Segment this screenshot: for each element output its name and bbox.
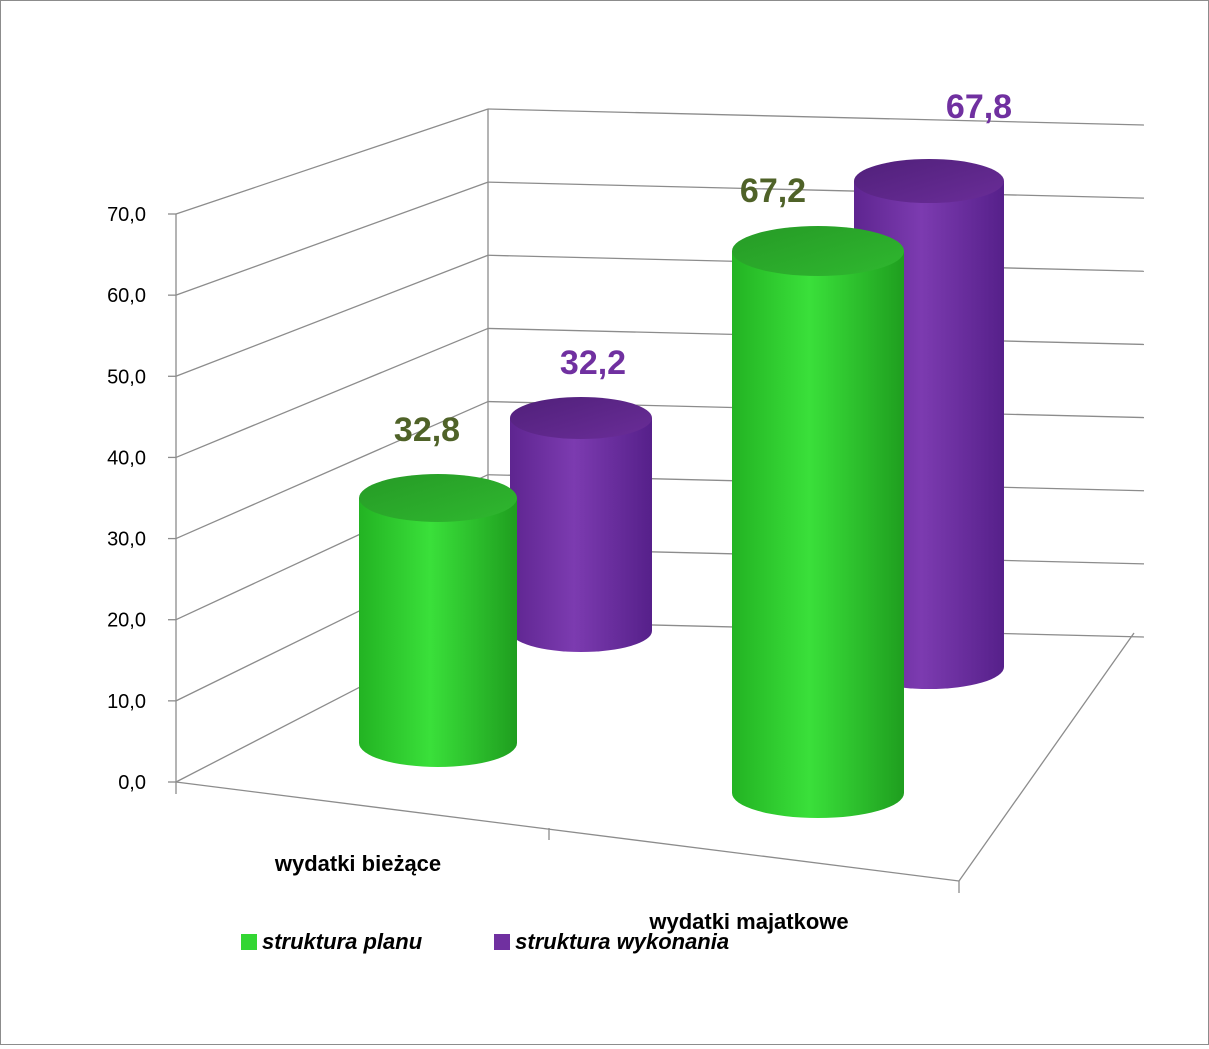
y-tick-label: 20,0	[107, 610, 146, 632]
cylinder-top	[732, 226, 904, 276]
legend-item-struktura-wykonania: struktura wykonania	[494, 929, 729, 955]
cylinder-plan-0	[359, 474, 517, 767]
cylinder-body	[510, 418, 652, 652]
legend-label-struktura-planu: struktura planu	[262, 929, 423, 954]
cylinder-plan-1	[732, 226, 904, 818]
y-tick-label: 60,0	[107, 285, 146, 307]
y-axis-ticks: 0,0 10,0 20,0 30,0 40,0 50,0 60,0 70,0	[107, 204, 146, 794]
category-label: wydatki bieżące	[274, 851, 441, 876]
gridline-back-7	[487, 108, 1145, 126]
cylinder-body	[732, 251, 904, 818]
y-tick-label: 10,0	[107, 691, 146, 713]
data-label: 32,8	[394, 411, 460, 449]
cylinder-wykonanie-0	[510, 397, 652, 652]
y-tick-label: 30,0	[107, 529, 146, 551]
legend-item-struktura-planu: struktura planu	[241, 929, 422, 955]
floor-right-edge	[958, 632, 1135, 882]
legend-swatch-struktura-wykonania	[494, 934, 511, 950]
data-labels: 32,8 67,2 32,2 67,8	[394, 88, 1012, 449]
y-tick-label: 0,0	[118, 772, 146, 794]
legend-label-struktura-wykonania: struktura wykonania	[515, 929, 730, 954]
gridline-side-4	[175, 327, 489, 459]
gridline-side-3	[175, 400, 489, 540]
cylinder-top	[359, 474, 517, 522]
data-label: 32,2	[560, 344, 626, 382]
category-label: wydatki majatkowe	[648, 909, 848, 934]
x-axis-categories: wydatki bieżące wydatki majatkowe	[274, 851, 849, 934]
category-axis-line	[175, 781, 960, 882]
gridline-back-6	[487, 181, 1145, 199]
bars-layer	[359, 159, 1004, 818]
y-tick-label: 40,0	[107, 447, 146, 469]
gridline-side-6	[175, 181, 489, 296]
cylinder-top	[854, 159, 1004, 203]
legend-swatch-struktura-planu	[241, 934, 257, 950]
cylinder-body	[359, 498, 517, 767]
legend: struktura planu struktura wykonania	[241, 929, 729, 955]
cylinder-top	[510, 397, 652, 439]
gridline-side-7	[175, 108, 489, 215]
data-label: 67,8	[946, 88, 1012, 126]
data-label: 67,2	[740, 172, 806, 210]
y-tick-label: 50,0	[107, 366, 146, 388]
y-tick-label: 70,0	[107, 204, 146, 226]
gridline-side-5	[175, 254, 489, 377]
